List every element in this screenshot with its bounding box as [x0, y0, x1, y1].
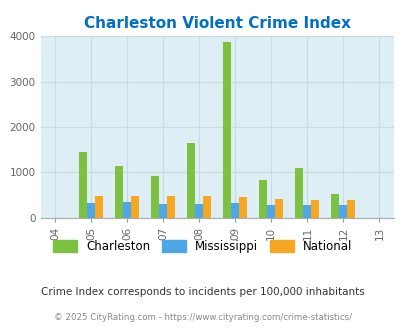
- Text: © 2025 CityRating.com - https://www.cityrating.com/crime-statistics/: © 2025 CityRating.com - https://www.city…: [54, 313, 351, 322]
- Bar: [231, 203, 239, 218]
- Bar: [266, 205, 275, 218]
- Text: Crime Index corresponds to incidents per 100,000 inhabitants: Crime Index corresponds to incidents per…: [41, 287, 364, 297]
- Bar: [87, 203, 95, 218]
- Bar: [131, 196, 139, 218]
- Bar: [159, 204, 167, 218]
- Bar: [115, 166, 123, 218]
- Bar: [123, 202, 131, 218]
- Title: Charleston Violent Crime Index: Charleston Violent Crime Index: [83, 16, 350, 31]
- Bar: [330, 194, 339, 218]
- Bar: [275, 199, 282, 218]
- Bar: [259, 180, 266, 218]
- Bar: [339, 205, 346, 218]
- Bar: [239, 197, 247, 218]
- Bar: [79, 151, 87, 218]
- Bar: [151, 176, 159, 218]
- Bar: [311, 200, 318, 218]
- Bar: [95, 196, 103, 218]
- Bar: [295, 168, 303, 218]
- Bar: [346, 200, 354, 218]
- Bar: [202, 196, 211, 218]
- Bar: [195, 204, 202, 218]
- Bar: [303, 205, 311, 218]
- Bar: [167, 196, 175, 218]
- Bar: [187, 143, 195, 218]
- Bar: [223, 42, 231, 218]
- Legend: Charleston, Mississippi, National: Charleston, Mississippi, National: [49, 236, 356, 258]
